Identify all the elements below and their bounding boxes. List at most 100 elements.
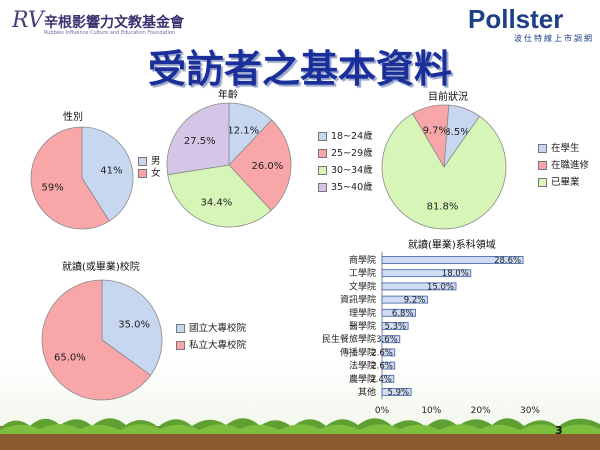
bar	[381, 295, 428, 304]
bar	[381, 388, 412, 396]
bar-category-label: 法學院	[349, 360, 376, 372]
legend-item-private: 私立大專校院	[176, 337, 246, 354]
bar	[381, 282, 457, 291]
pie-slice-label: 34.4%	[201, 197, 233, 208]
bar-category-label: 醫學院	[349, 320, 376, 332]
bar-value-label: 9.2%	[404, 296, 426, 306]
x-tick-label: 30%	[520, 406, 540, 416]
field-chart-title: 就讀(畢業)系科領域	[408, 240, 496, 251]
bar	[381, 256, 524, 264]
bar	[381, 335, 401, 344]
page-number: 3	[555, 424, 563, 437]
bar	[381, 374, 395, 383]
bar-value-label: 15.0%	[427, 282, 454, 292]
legend-item-female: 女	[138, 168, 161, 180]
legend-item-public: 國立大專校院	[176, 320, 246, 337]
bar-value-label: 28.6%	[494, 256, 521, 266]
bar-value-label: 5.3%	[385, 322, 407, 332]
legend-label: 已畢業	[551, 177, 580, 188]
bar-category-label: 文學院	[349, 280, 376, 292]
bar	[381, 308, 416, 317]
age-legend: 18~24歲 25~29歲 30~34歲 35~40歲	[318, 128, 373, 196]
legend-label: 私立大專校院	[189, 340, 247, 351]
pie-slice-label: 8.5%	[444, 127, 469, 138]
legend-swatch	[538, 144, 547, 153]
school-pie-chart: 35.0% 65.0%	[41, 279, 163, 401]
slide-title: 受訪者之基本資料	[147, 47, 452, 91]
status-pie-chart: 8.5%9.7% 81.8%	[381, 104, 507, 230]
field-bar-chart: 0% 10% 20% 30% 商學院 28.6% 工學院 18.0% 文學院 15.0% 資訊學院 9…	[322, 252, 540, 416]
bar-value-label: 2.6%	[371, 362, 393, 372]
legend-label: 國立大專校院	[189, 323, 247, 334]
bar-category-label: 農學院	[349, 373, 376, 385]
bar-value-label: 2.6%	[371, 348, 393, 358]
foundation-logo-mark: RV	[12, 8, 44, 33]
grass-ground-decoration	[0, 418, 600, 450]
pollster-tagline: 波仕特線上市調網	[514, 34, 594, 43]
legend-swatch	[538, 178, 547, 187]
legend-swatch	[318, 149, 327, 158]
pie-slice	[228, 119, 292, 212]
bar	[381, 348, 396, 357]
legend-item-30-34: 30~34歲	[318, 162, 373, 179]
pie-slice	[167, 164, 272, 228]
pie-slice-label: 27.5%	[184, 136, 216, 147]
status-chart-title: 目前狀況	[428, 92, 468, 103]
legend-swatch	[318, 132, 327, 141]
bar-value-label: 5.9%	[387, 388, 409, 398]
pie-slice-label: 9.7%	[423, 126, 448, 137]
pie-slice	[381, 113, 507, 230]
legend-swatch	[176, 341, 185, 350]
bar-value-label: 3.6%	[376, 335, 398, 345]
bar-category-label: 資訊學院	[340, 294, 376, 306]
gender-chart-title: 性別	[63, 112, 83, 123]
bar-category-label: 商學院	[349, 254, 376, 266]
bar	[381, 361, 396, 370]
gender-legend: 男 女	[138, 156, 161, 180]
pie-slice	[101, 279, 163, 376]
legend-item-35-40: 35~40歲	[318, 179, 373, 196]
pollster-logo: Pollster 波仕特線上市調網	[468, 4, 592, 44]
bar-category-label: 理學院	[349, 307, 376, 319]
status-legend: 在學生 在職進修 已畢業	[538, 140, 589, 191]
legend-swatch	[176, 324, 185, 333]
gender-pie-chart: 41% 59%	[30, 126, 134, 230]
x-tick-label: 20%	[471, 406, 491, 416]
legend-item-student: 在學生	[538, 140, 589, 157]
legend-item-18-24: 18~24歲	[318, 128, 373, 145]
legend-swatch	[538, 161, 547, 170]
legend-swatch	[138, 157, 147, 166]
foundation-name: 辛根影響力文教基金會	[44, 15, 184, 31]
legend-label: 在職進修	[551, 160, 590, 171]
bar-category-label: 傳播學院	[340, 346, 376, 358]
bar-value-label: 18.0%	[442, 269, 469, 279]
pie-slice-label: 26.0%	[252, 161, 284, 172]
legend-label: 30~34歲	[331, 165, 373, 176]
age-chart-title: 年齡	[218, 90, 238, 101]
legend-label: 女	[151, 168, 161, 179]
pie-slice	[41, 279, 152, 401]
bar-value-label: 6.8%	[392, 309, 414, 319]
age-pie-chart: 12.1% 26.0% 34.4% 27.5%	[166, 102, 292, 228]
x-tick-label: 0%	[375, 406, 390, 416]
legend-item-25-29: 25~29歲	[318, 145, 373, 162]
pollster-wordmark: Pollster	[468, 4, 564, 34]
legend-item-male: 男	[138, 156, 161, 168]
legend-label: 男	[151, 156, 161, 167]
pie-slice	[166, 102, 230, 176]
pie-slice	[30, 126, 110, 230]
foundation-logo: RV 辛根影響力文教基金會 Rubbies Influence Culture …	[12, 8, 184, 42]
legend-item-graduated: 已畢業	[538, 174, 589, 191]
school-chart-title: 就讀(或畢業)校院	[62, 262, 140, 273]
bar-category-label: 其他	[358, 386, 376, 398]
legend-swatch	[318, 183, 327, 192]
bar-category-label: 工學院	[349, 267, 376, 279]
bar-category-label: 民生餐旅學院	[322, 333, 376, 345]
legend-label: 在學生	[551, 143, 580, 154]
pie-slice-label: 65.0%	[54, 352, 86, 363]
pie-slice-label: 41%	[100, 166, 122, 177]
pie-slice-label: 59%	[41, 183, 63, 194]
bar	[381, 269, 472, 278]
pie-slice-label: 12.1%	[227, 125, 259, 136]
